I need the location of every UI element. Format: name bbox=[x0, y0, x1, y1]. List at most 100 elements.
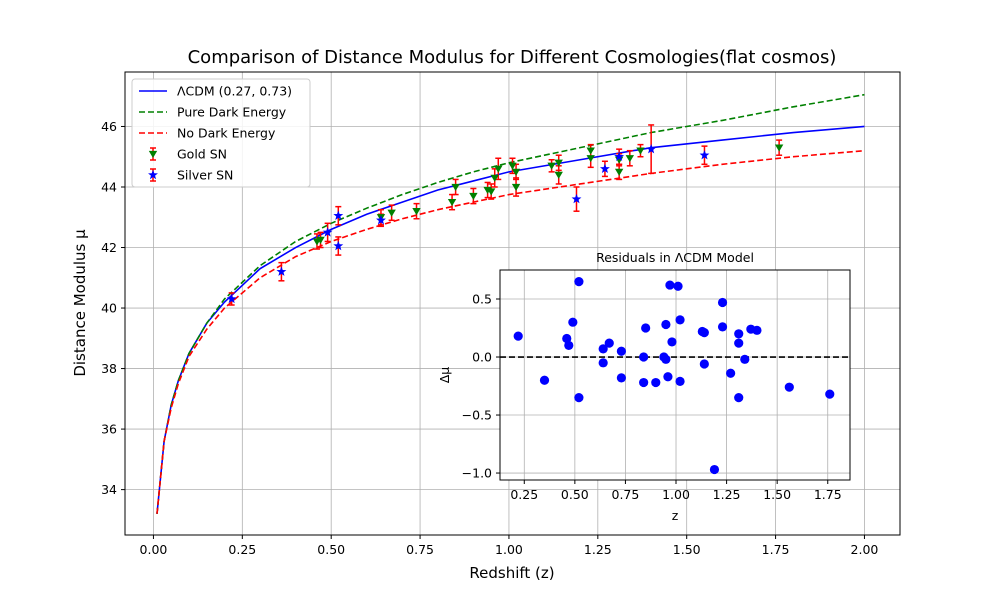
legend-label: No Dark Energy bbox=[177, 126, 276, 141]
residual-point bbox=[734, 329, 744, 339]
silver-sn-point bbox=[571, 193, 582, 204]
residual-point bbox=[641, 323, 651, 333]
gold-sn-point bbox=[469, 192, 478, 201]
main-x-tick-label: 0.50 bbox=[317, 542, 345, 557]
inset-title: Residuals in ΛCDM Model bbox=[596, 250, 754, 265]
residual-point bbox=[513, 331, 523, 341]
main-y-tick-label: 34 bbox=[101, 482, 117, 497]
main-x-tick-label: 0.00 bbox=[140, 542, 168, 557]
main-y-tick-label: 46 bbox=[101, 119, 117, 134]
inset-x-tick-label: 1.50 bbox=[763, 487, 791, 502]
legend-label: ΛCDM (0.27, 0.73) bbox=[177, 84, 292, 99]
inset-x-tick-label: 1.75 bbox=[814, 487, 842, 502]
gold-sn-point bbox=[586, 147, 595, 155]
curve-no-dark-energy bbox=[156, 149, 865, 514]
residual-point bbox=[675, 376, 685, 386]
inset-ticks: 0.25 0.50 0.75 1.00 1.25 1.50 1.75 −1.0 −0.5 0.0 0… bbox=[462, 292, 842, 502]
residual-point bbox=[734, 338, 744, 348]
gold-sn-point bbox=[614, 168, 624, 176]
inset-plot: 0.25 0.50 0.75 1.00 1.25 1.50 1.75 −1.0 −0.5 0.0 0… bbox=[437, 250, 851, 523]
residual-point bbox=[784, 382, 794, 392]
silver-sn-point bbox=[614, 151, 625, 161]
legend-label: Gold SN bbox=[177, 147, 227, 162]
gold-sn-point bbox=[554, 171, 563, 179]
silver-sn-point bbox=[599, 163, 610, 174]
residual-point bbox=[639, 352, 649, 362]
gold-sn-point bbox=[774, 144, 784, 152]
main-title: Comparison of Distance Modulus for Diffe… bbox=[188, 47, 837, 68]
inset-y-tick-label: −0.5 bbox=[462, 408, 492, 423]
inset-x-tick-label: 0.50 bbox=[561, 487, 589, 502]
gold-sn-point bbox=[636, 147, 645, 155]
gold-sn-point bbox=[447, 198, 457, 207]
legend-box bbox=[131, 78, 311, 188]
main-x-tick-label: 1.00 bbox=[495, 542, 523, 557]
silver-sn-point bbox=[376, 215, 386, 225]
residual-point bbox=[665, 280, 675, 290]
residual-point bbox=[699, 328, 709, 338]
silver-sn-point bbox=[699, 150, 710, 160]
gold-sn-point bbox=[490, 174, 499, 182]
gold-sn-point bbox=[547, 162, 556, 170]
residual-point bbox=[673, 281, 683, 291]
inset-x-tick-label: 0.75 bbox=[612, 487, 640, 502]
main-x-axis-label: Redshift (z) bbox=[469, 564, 554, 582]
gold-sn-point bbox=[316, 236, 325, 244]
inset-frame bbox=[499, 269, 851, 481]
legend-label: Silver SN bbox=[177, 168, 233, 183]
residual-point bbox=[562, 333, 572, 344]
residual-point bbox=[564, 340, 574, 351]
residual-point bbox=[616, 346, 626, 356]
residual-point bbox=[667, 337, 677, 347]
silver-sn-point bbox=[322, 227, 333, 237]
residual-point bbox=[616, 373, 626, 383]
main-x-tick-label: 1.25 bbox=[584, 542, 612, 557]
main-y-tick-label: 38 bbox=[101, 361, 117, 376]
residual-point bbox=[574, 393, 584, 403]
legend-entries: ΛCDM (0.27, 0.73) Pure Dark Energy No Dark… bbox=[139, 84, 292, 183]
residual-point bbox=[734, 393, 744, 403]
gold-sn-point bbox=[586, 155, 595, 163]
inset-x-tick-label: 1.00 bbox=[662, 487, 690, 502]
residual-point bbox=[752, 325, 762, 335]
main-plot-frame bbox=[124, 71, 901, 536]
residual-point bbox=[675, 315, 685, 325]
residual-point bbox=[740, 354, 750, 364]
gold-sn-point bbox=[511, 168, 521, 176]
residual-point bbox=[717, 297, 728, 308]
curve-pure-dark-energy bbox=[156, 93, 865, 514]
residual-point bbox=[709, 464, 720, 475]
residual-point bbox=[661, 319, 671, 330]
main-x-tick-label: 2.00 bbox=[851, 542, 879, 557]
silver-sn-point bbox=[226, 293, 237, 304]
main-y-axis-label: Distance Modulus μ bbox=[71, 229, 89, 377]
residual-point bbox=[604, 338, 614, 348]
residual-point bbox=[574, 277, 584, 287]
inset-points bbox=[513, 277, 835, 475]
residual-point bbox=[568, 317, 578, 327]
silver-sn-point bbox=[333, 210, 344, 220]
residual-point bbox=[699, 359, 709, 369]
inset-x-axis-label: z bbox=[672, 508, 679, 523]
legend-label: Pure Dark Energy bbox=[177, 105, 287, 120]
residual-point bbox=[726, 368, 736, 378]
gold-sn-point bbox=[508, 162, 517, 170]
silver-sn-point bbox=[276, 266, 287, 276]
legend-marker bbox=[148, 169, 158, 180]
residual-point bbox=[663, 372, 673, 382]
main-x-tick-label: 0.25 bbox=[228, 542, 256, 557]
residual-point bbox=[651, 377, 661, 388]
main-ticks: 0.00 0.25 0.50 0.75 1.00 1.25 1.50 1.75 2.00 34 36… bbox=[101, 119, 878, 557]
inset-y-tick-label: 0.0 bbox=[472, 350, 492, 365]
gold-sn-point bbox=[511, 183, 521, 191]
main-y-tick-label: 36 bbox=[101, 422, 117, 437]
gold-sn-point bbox=[494, 165, 503, 173]
gold-sn-point bbox=[625, 155, 635, 163]
inset-y-tick-label: −1.0 bbox=[462, 466, 492, 481]
residual-point bbox=[598, 344, 608, 354]
residual-point bbox=[825, 389, 835, 399]
main-y-tick-label: 42 bbox=[101, 240, 117, 255]
inset-x-tick-label: 0.25 bbox=[510, 487, 538, 502]
main-y-tick-label: 44 bbox=[101, 179, 117, 194]
